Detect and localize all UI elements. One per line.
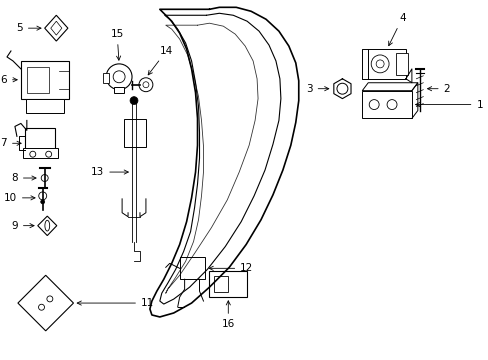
Text: 5: 5 (16, 23, 41, 33)
Text: 16: 16 (221, 301, 234, 329)
FancyBboxPatch shape (114, 87, 124, 93)
FancyBboxPatch shape (209, 271, 246, 297)
FancyBboxPatch shape (179, 257, 205, 279)
Circle shape (130, 96, 138, 104)
FancyBboxPatch shape (103, 73, 109, 83)
FancyBboxPatch shape (23, 148, 58, 158)
Text: 13: 13 (91, 167, 128, 177)
FancyBboxPatch shape (214, 276, 228, 292)
Text: 10: 10 (4, 193, 35, 203)
FancyBboxPatch shape (27, 67, 49, 93)
Text: 11: 11 (77, 298, 154, 308)
FancyBboxPatch shape (395, 53, 407, 75)
FancyBboxPatch shape (21, 61, 68, 99)
Text: 4: 4 (388, 13, 405, 46)
FancyBboxPatch shape (367, 49, 405, 79)
Text: 15: 15 (110, 29, 123, 60)
FancyBboxPatch shape (26, 99, 63, 113)
Text: 9: 9 (11, 221, 34, 231)
FancyBboxPatch shape (362, 91, 411, 118)
Text: 1: 1 (415, 100, 482, 109)
Text: 3: 3 (305, 84, 328, 94)
Text: 12: 12 (209, 263, 253, 273)
Text: 6: 6 (0, 75, 17, 85)
FancyBboxPatch shape (124, 120, 145, 147)
FancyBboxPatch shape (25, 129, 55, 150)
Text: 7: 7 (0, 138, 21, 148)
Text: 14: 14 (148, 46, 173, 75)
Circle shape (41, 200, 44, 204)
Text: 8: 8 (11, 173, 36, 183)
Text: 2: 2 (427, 84, 449, 94)
